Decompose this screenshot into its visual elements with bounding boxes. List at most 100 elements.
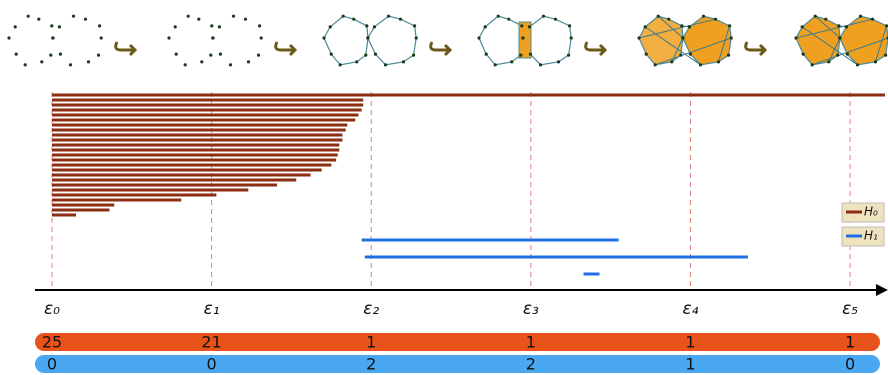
point (802, 53, 805, 56)
point (845, 25, 848, 28)
point (50, 24, 53, 27)
point (258, 24, 261, 27)
barcode-chart: ε₀ε₁ε₂ε₃ε₄ε₅H₀H₁25211111002210 (35, 92, 888, 374)
point (539, 63, 542, 66)
point (352, 18, 355, 21)
betti-number: 21 (201, 333, 221, 352)
point (567, 54, 570, 57)
point (801, 25, 804, 28)
x-tick-label: ε₀ (44, 299, 60, 319)
x-tick-label: ε₄ (682, 299, 698, 319)
point (97, 54, 100, 57)
point (100, 36, 103, 39)
point (837, 24, 840, 27)
point (175, 53, 178, 56)
point (184, 63, 187, 66)
point (827, 60, 830, 63)
point (871, 18, 874, 21)
point (699, 63, 702, 66)
x-tick-label: ε₁ (204, 299, 220, 319)
point (387, 15, 390, 18)
point (167, 36, 170, 39)
point (856, 63, 859, 66)
arrow (586, 42, 605, 55)
point (654, 63, 657, 66)
point (884, 54, 887, 57)
point (84, 18, 87, 21)
complex-illustrations (7, 15, 888, 67)
point (51, 36, 54, 39)
point (232, 15, 235, 18)
point (40, 60, 43, 63)
point (59, 53, 62, 56)
point (373, 25, 376, 28)
betti-band (35, 355, 880, 373)
point (257, 54, 260, 57)
point (814, 15, 817, 18)
point (355, 60, 358, 63)
point (494, 63, 497, 66)
point (637, 36, 640, 39)
point (497, 15, 500, 18)
point (260, 36, 263, 39)
point (811, 63, 814, 66)
point (485, 53, 488, 56)
arrow (746, 42, 765, 55)
point (211, 36, 214, 39)
point (681, 36, 684, 39)
betti-number: 1 (845, 333, 855, 352)
point (329, 25, 332, 28)
legend-label: H₁ (864, 229, 878, 243)
point (521, 36, 524, 39)
point (365, 24, 368, 27)
point (477, 36, 480, 39)
point (727, 54, 730, 57)
x-tick-label: ε₃ (523, 299, 539, 319)
point (342, 15, 345, 18)
point (229, 63, 232, 66)
point (824, 18, 827, 21)
point (366, 36, 369, 39)
point (197, 18, 200, 21)
complex-edge (368, 16, 416, 65)
point (679, 54, 682, 57)
point (174, 25, 177, 28)
point (87, 60, 90, 63)
point (219, 53, 222, 56)
point (529, 53, 532, 56)
point (37, 18, 40, 21)
figure: ε₀ε₁ε₂ε₃ε₄ε₅H₀H₁25211111002210 (0, 0, 888, 375)
point (689, 53, 692, 56)
point (402, 60, 405, 63)
point (374, 53, 377, 56)
point (330, 53, 333, 56)
point (542, 15, 545, 18)
point (717, 60, 720, 63)
point (702, 15, 705, 18)
arrow (116, 42, 135, 55)
point (520, 24, 523, 27)
complex-edge (479, 16, 523, 65)
betti-number: 1 (685, 355, 695, 374)
point (247, 60, 250, 63)
point (15, 53, 18, 56)
betti-band (35, 333, 880, 351)
betti-number: 1 (685, 333, 695, 352)
arrow (431, 42, 450, 55)
point (244, 18, 247, 21)
point (58, 25, 61, 28)
point (836, 54, 839, 57)
point (874, 60, 877, 63)
point (72, 15, 75, 18)
point (484, 25, 487, 28)
point (98, 24, 101, 27)
point (657, 15, 660, 18)
betti-number: 2 (526, 355, 536, 374)
point (7, 36, 10, 39)
betti-number: 25 (42, 333, 62, 352)
betti-number: 0 (47, 355, 57, 374)
point (24, 63, 27, 66)
point (728, 24, 731, 27)
point (846, 53, 849, 56)
point (570, 36, 573, 39)
